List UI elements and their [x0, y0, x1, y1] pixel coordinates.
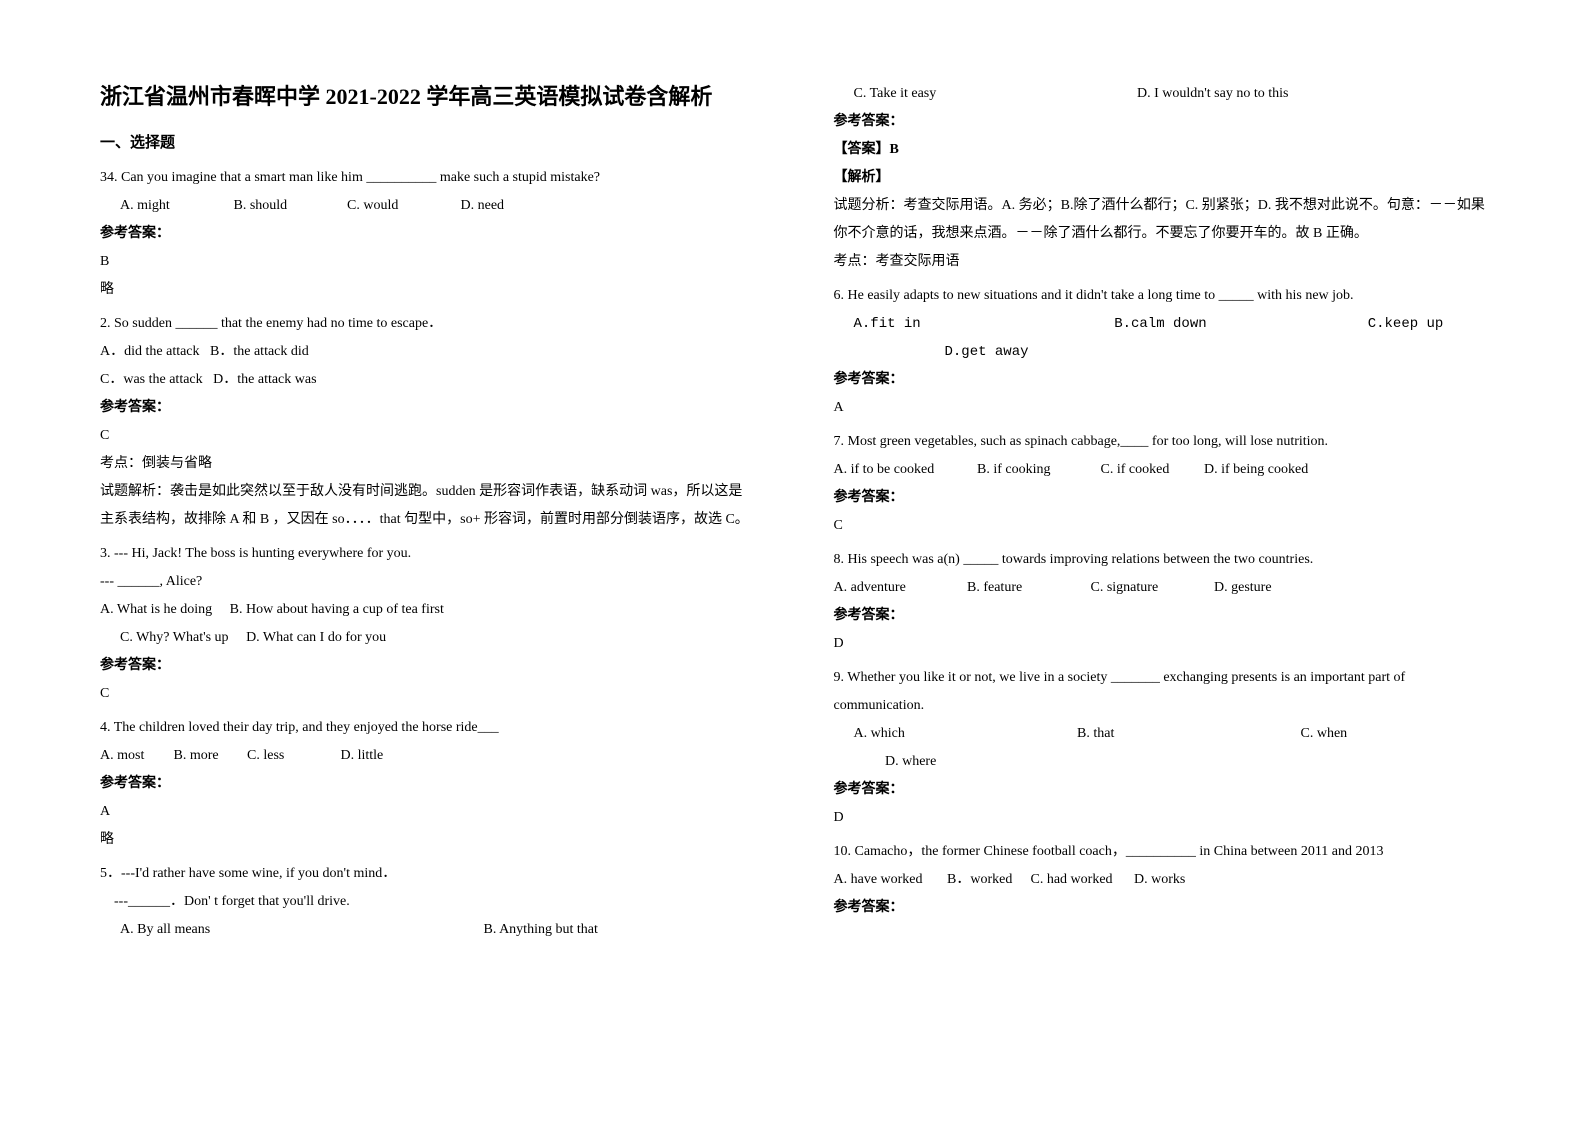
question-5-line1: 5．---I'd rather have some wine, if you d… [100, 860, 754, 888]
option-c: C. had worked [1031, 866, 1131, 894]
answer-label: 参考答案： [834, 894, 1488, 922]
option-a: A. adventure [834, 574, 964, 602]
question-9: 9. Whether you like it or not, we live i… [834, 664, 1488, 720]
option-d: D. if being cooked [1204, 462, 1308, 477]
option-d: D. need [461, 192, 571, 220]
question-34: 34. Can you imagine that a smart man lik… [100, 164, 754, 192]
answer-value: C [834, 512, 1488, 540]
option-b: B. Anything but that [484, 922, 598, 937]
two-column-layout: 浙江省温州市春晖中学 2021-2022 学年高三英语模拟试卷含解析 一、选择题… [0, 0, 1587, 1122]
answer-value: D [834, 630, 1488, 658]
question-2: 2. So sudden ______ that the enemy had n… [100, 310, 754, 338]
answer-label: 参考答案： [100, 770, 754, 798]
option-b: B．the attack did [210, 344, 309, 359]
question-4: 4. The children loved their day trip, an… [100, 714, 754, 742]
option-a: A. By all means [120, 916, 480, 944]
answer-value: C [100, 680, 754, 708]
option-b: B. feature [967, 574, 1087, 602]
option-a: A. most [100, 742, 170, 770]
question-5-options-line2: C. Take it easy D. I wouldn't say no to … [854, 80, 1488, 108]
option-d: D. What can I do for you [246, 630, 386, 645]
explanation-bracket: 【解析】 [834, 164, 1488, 192]
answer-value: A [834, 394, 1488, 422]
question-6-options: A.fit in B.calm down C.keep up D.get awa… [854, 310, 1488, 366]
option-d: D.get away [945, 344, 1029, 360]
option-a: A. if to be cooked [834, 456, 974, 484]
question-8: 8. His speech was a(n) _____ towards imp… [834, 546, 1488, 574]
question-5-line2: ---______．Don' t forget that you'll driv… [100, 888, 754, 916]
option-d: D. I wouldn't say no to this [1137, 86, 1288, 101]
question-3-options-line1: A. What is he doing B. How about having … [100, 596, 754, 624]
question-3-line2: --- ______, Alice? [100, 568, 754, 596]
question-9-options: A. which B. that C. when D. where [854, 720, 1488, 776]
answer-label: 参考答案： [834, 602, 1488, 630]
option-b: B. more [174, 742, 244, 770]
option-a: A. might [120, 192, 230, 220]
option-b: B．worked [947, 866, 1027, 894]
answer-value: A [100, 798, 754, 826]
option-b: B. if cooking [977, 456, 1097, 484]
answer-label: 参考答案： [100, 394, 754, 422]
explanation-body: 试题解析：袭击是如此突然以至于敌人没有时间逃跑。sudden 是形容词作表语，缺… [100, 478, 754, 534]
left-column: 浙江省温州市春晖中学 2021-2022 学年高三英语模拟试卷含解析 一、选择题… [0, 0, 794, 1122]
question-34-options: A. might B. should C. would D. need [120, 192, 754, 220]
explanation: 略 [100, 826, 754, 854]
answer-value: D [834, 804, 1488, 832]
option-c: C. Take it easy [854, 80, 1134, 108]
question-4-options: A. most B. more C. less D. little [100, 742, 754, 770]
question-3-options-line2: C. Why? What's up D. What can I do for y… [120, 624, 754, 652]
question-7: 7. Most green vegetables, such as spinac… [834, 428, 1488, 456]
question-8-options: A. adventure B. feature C. signature D. … [834, 574, 1488, 602]
question-10-options: A. have worked B．worked C. had worked D.… [834, 866, 1488, 894]
answer-bracket: 【答案】B [834, 136, 1488, 164]
option-d: D. works [1134, 872, 1185, 887]
option-a: A．did the attack [100, 344, 200, 359]
option-c: C. if cooked [1101, 456, 1201, 484]
answer-label: 参考答案： [834, 776, 1488, 804]
question-6: 6. He easily adapts to new situations an… [834, 282, 1488, 310]
section-header: 一、选择题 [100, 128, 754, 158]
option-b: B. How about having a cup of tea first [230, 602, 444, 617]
option-b: B.calm down [1114, 310, 1364, 338]
explanation-body: 试题分析：考查交际用语。A. 务必；B.除了酒什么都行；C. 别紧张；D. 我不… [834, 192, 1488, 248]
option-d: D. where [885, 754, 936, 769]
option-c: C. signature [1091, 574, 1211, 602]
option-b: B. that [1077, 720, 1297, 748]
option-a: A. which [854, 720, 1074, 748]
option-a: A. What is he doing [100, 602, 212, 617]
exam-page: 浙江省温州市春晖中学 2021-2022 学年高三英语模拟试卷含解析 一、选择题… [0, 0, 1587, 1122]
option-c: C. less [247, 742, 337, 770]
option-a: A. have worked [834, 866, 944, 894]
option-c: C. when [1301, 726, 1348, 741]
answer-value: B [100, 248, 754, 276]
answer-value: C [100, 422, 754, 450]
question-3-line1: 3. --- Hi, Jack! The boss is hunting eve… [100, 540, 754, 568]
option-c: C. would [347, 192, 457, 220]
question-10: 10. Camacho，the former Chinese football … [834, 838, 1488, 866]
explanation-topic: 考点：倒装与省略 [100, 450, 754, 478]
answer-label: 参考答案： [834, 484, 1488, 512]
option-c: C. Why? What's up [120, 630, 229, 645]
option-d: D. little [341, 742, 411, 770]
answer-label: 参考答案： [100, 220, 754, 248]
answer-label: 参考答案： [100, 652, 754, 680]
option-b: B. should [234, 192, 344, 220]
question-5-options-line1: A. By all means B. Anything but that [120, 916, 754, 944]
option-d: D．the attack was [213, 372, 316, 387]
answer-label: 参考答案： [834, 366, 1488, 394]
option-c: C．was the attack [100, 372, 203, 387]
right-column: C. Take it easy D. I wouldn't say no to … [794, 0, 1587, 1122]
answer-label: 参考答案： [834, 108, 1488, 136]
option-a: A.fit in [854, 310, 921, 338]
option-c: C.keep up [1368, 316, 1444, 332]
option-d: D. gesture [1214, 580, 1272, 595]
question-2-options-line1: A．did the attack B．the attack did [100, 338, 754, 366]
question-7-options: A. if to be cooked B. if cooking C. if c… [834, 456, 1488, 484]
explanation-topic: 考点：考查交际用语 [834, 248, 1488, 276]
explanation: 略 [100, 276, 754, 304]
document-title: 浙江省温州市春晖中学 2021-2022 学年高三英语模拟试卷含解析 [100, 80, 754, 113]
question-2-options-line2: C．was the attack D．the attack was [100, 366, 754, 394]
